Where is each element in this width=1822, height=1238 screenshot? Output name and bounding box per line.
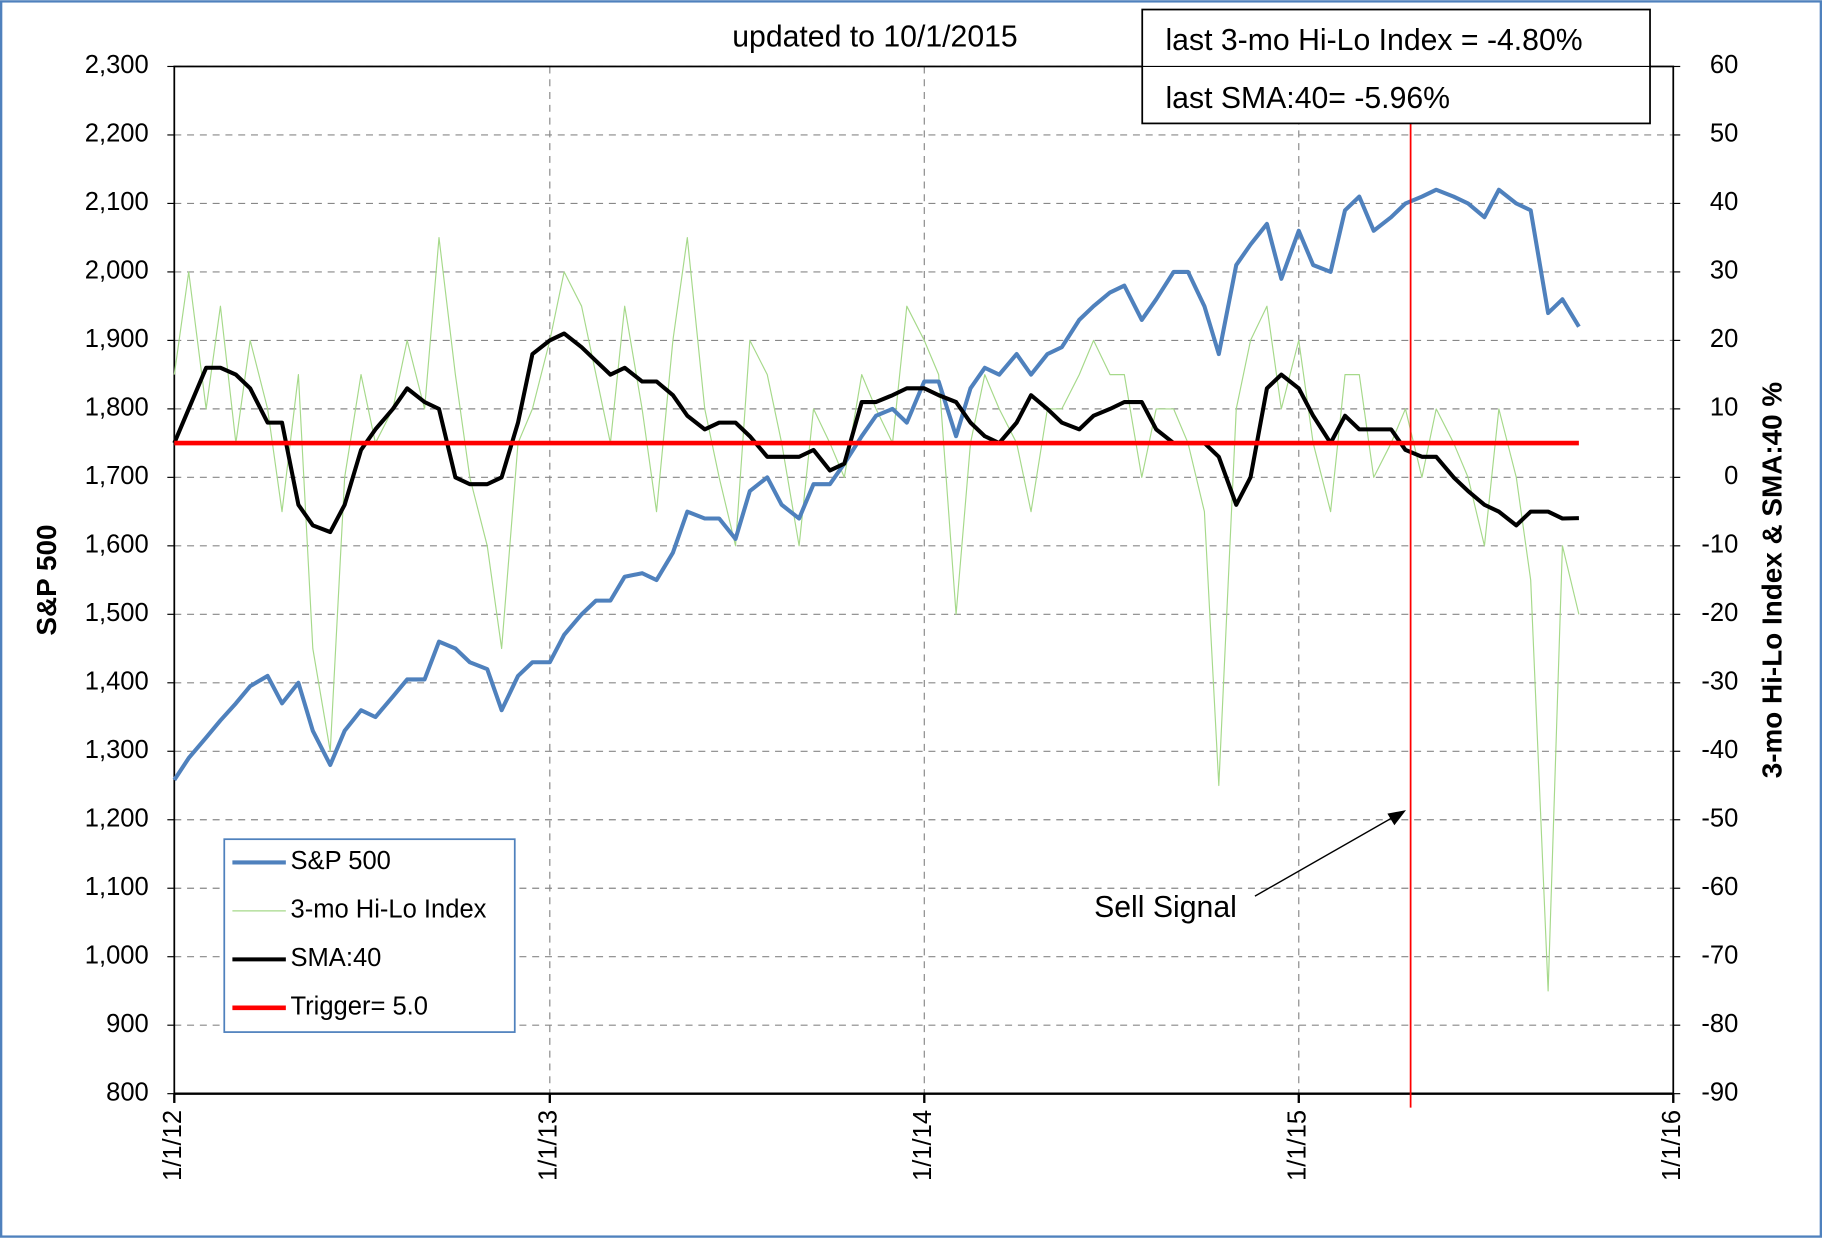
legend-label: 3-mo Hi-Lo Index: [290, 896, 486, 924]
info-text: last 3-mo Hi-Lo Index = -4.80%: [1165, 24, 1582, 57]
legend: [223, 838, 516, 1033]
y-tick-label: 1,000: [85, 941, 149, 969]
legend-label: SMA:40: [290, 944, 381, 972]
y-tick-label: 1,500: [85, 599, 149, 627]
y-tick-label: 2,300: [85, 51, 149, 79]
y2-tick-label: -60: [1701, 873, 1738, 901]
x-tick-label: 1/1/16: [1658, 1110, 1686, 1181]
x-tick-label: 1/1/13: [535, 1110, 563, 1181]
y2-tick-label: 50: [1710, 120, 1738, 148]
y-tick-label: 900: [106, 1010, 149, 1038]
x-tick-label: 1/1/12: [159, 1110, 187, 1181]
y-tick-label: 2,100: [85, 188, 149, 216]
x-tick-label: 1/1/15: [1284, 1110, 1312, 1181]
y-tick-label: 1,700: [85, 462, 149, 490]
y2-tick-label: -90: [1701, 1078, 1738, 1106]
annotation: Sell Signal: [1094, 891, 1237, 924]
x-tick-label: 1/1/14: [909, 1110, 937, 1181]
y2-tick-label: -40: [1701, 736, 1738, 764]
y-tick-label: 1,600: [85, 531, 149, 559]
y-tick-label: 1,400: [85, 668, 149, 696]
y2-tick-label: 10: [1710, 394, 1738, 422]
y2-tick-label: 20: [1710, 325, 1738, 353]
y2-tick-label: -20: [1701, 599, 1738, 627]
y2-axis-title: 3-mo Hi-Lo Index & SMA:40 %: [1757, 382, 1788, 779]
y-tick-label: 1,100: [85, 873, 149, 901]
y-axis-title: S&P 500: [31, 525, 62, 636]
y2-tick-label: 0: [1724, 462, 1738, 490]
series-line: [173, 237, 1580, 992]
y2-tick-label: -50: [1701, 805, 1738, 833]
y-tick-label: 800: [106, 1078, 149, 1106]
legend-label: S&P 500: [290, 847, 390, 875]
y2-tick-label: -30: [1701, 668, 1738, 696]
y-tick-label: 1,300: [85, 736, 149, 764]
y2-tick-label: -10: [1701, 531, 1738, 559]
series-line: [172, 187, 1581, 782]
y-tick-label: 2,200: [85, 120, 149, 148]
y-tick-label: 1,900: [85, 325, 149, 353]
y-tick-label: 1,200: [85, 805, 149, 833]
y2-tick-label: -80: [1701, 1010, 1738, 1038]
y2-tick-label: 30: [1710, 257, 1738, 285]
legend-label: Trigger= 5.0: [290, 993, 428, 1021]
arrow-head: [1387, 810, 1407, 826]
y2-tick-label: -70: [1701, 941, 1738, 969]
chart-title: updated to 10/1/2015: [732, 21, 1018, 54]
y-tick-label: 1,800: [85, 394, 149, 422]
y2-tick-label: 60: [1710, 51, 1738, 79]
y-tick-label: 2,000: [85, 257, 149, 285]
arrow: [1254, 811, 1402, 897]
y2-tick-label: 40: [1710, 188, 1738, 216]
info-text: last SMA:40= -5.96%: [1165, 82, 1450, 115]
series-line: [172, 331, 1579, 535]
